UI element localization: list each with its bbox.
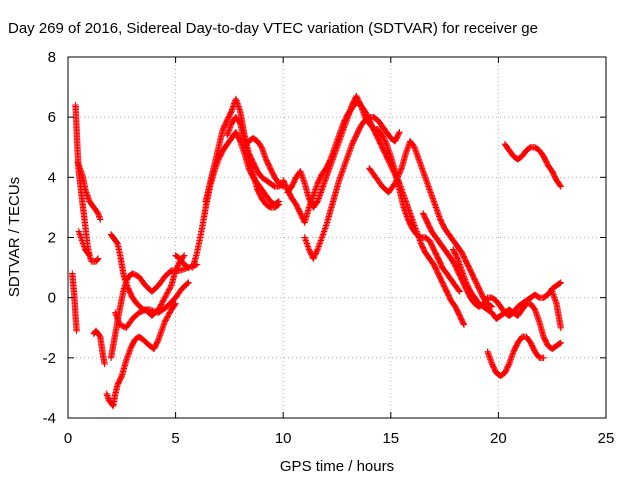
series-track: [75, 228, 93, 259]
series-markers: [224, 114, 283, 211]
series-track: [301, 114, 403, 262]
series-track: [103, 300, 179, 410]
series-track: [112, 252, 188, 331]
y-tick-label: 4: [48, 169, 56, 186]
series-track: [224, 114, 283, 211]
series-markers: [69, 270, 80, 334]
x-tick-label: 15: [382, 430, 399, 447]
series-track: [484, 333, 547, 380]
series-track: [501, 141, 564, 190]
series-track: [107, 231, 192, 316]
series-markers: [241, 135, 287, 190]
series-markers: [74, 159, 104, 223]
series-track: [172, 252, 192, 271]
y-tick-label: 6: [48, 109, 56, 126]
x-tick-label: 25: [598, 430, 615, 447]
data-points: [69, 92, 564, 410]
x-axis-title: GPS time / hours: [280, 458, 394, 475]
y-axis-title: SDTVAR / TECUs: [6, 177, 23, 297]
x-tick-label: 10: [275, 430, 292, 447]
series-markers: [366, 138, 496, 310]
chart-title: Day 269 of 2016, Sidereal Day-to-day VTE…: [8, 20, 538, 37]
grid: [68, 57, 606, 418]
y-tick-label: 2: [48, 230, 56, 247]
series-markers: [112, 252, 188, 331]
series-markers: [90, 327, 108, 368]
x-tick-label: 5: [171, 430, 179, 447]
series-track: [366, 138, 496, 310]
y-tick-label: -4: [43, 410, 56, 427]
x-tick-label: 0: [64, 430, 72, 447]
series-markers: [75, 228, 93, 259]
series-markers: [549, 288, 564, 331]
series-track: [549, 288, 564, 331]
series-markers: [103, 300, 179, 410]
series-markers: [172, 252, 192, 271]
series-track: [241, 135, 287, 190]
series-track: [90, 327, 108, 368]
series-markers: [107, 231, 192, 316]
series-markers: [501, 141, 564, 190]
series-track: [450, 246, 564, 352]
series-track: [74, 159, 104, 223]
series-markers: [484, 333, 547, 380]
series-track: [69, 270, 80, 334]
series-markers: [301, 114, 403, 262]
y-tick-label: -2: [43, 350, 56, 367]
series-markers: [450, 246, 564, 352]
y-tick-label: 0: [48, 290, 56, 307]
axis-ticks: 0 5 10 15 20 25 -4 -2 0 2 4 6 8: [43, 49, 615, 447]
x-tick-label: 20: [490, 430, 507, 447]
y-tick-label: 8: [48, 49, 56, 66]
